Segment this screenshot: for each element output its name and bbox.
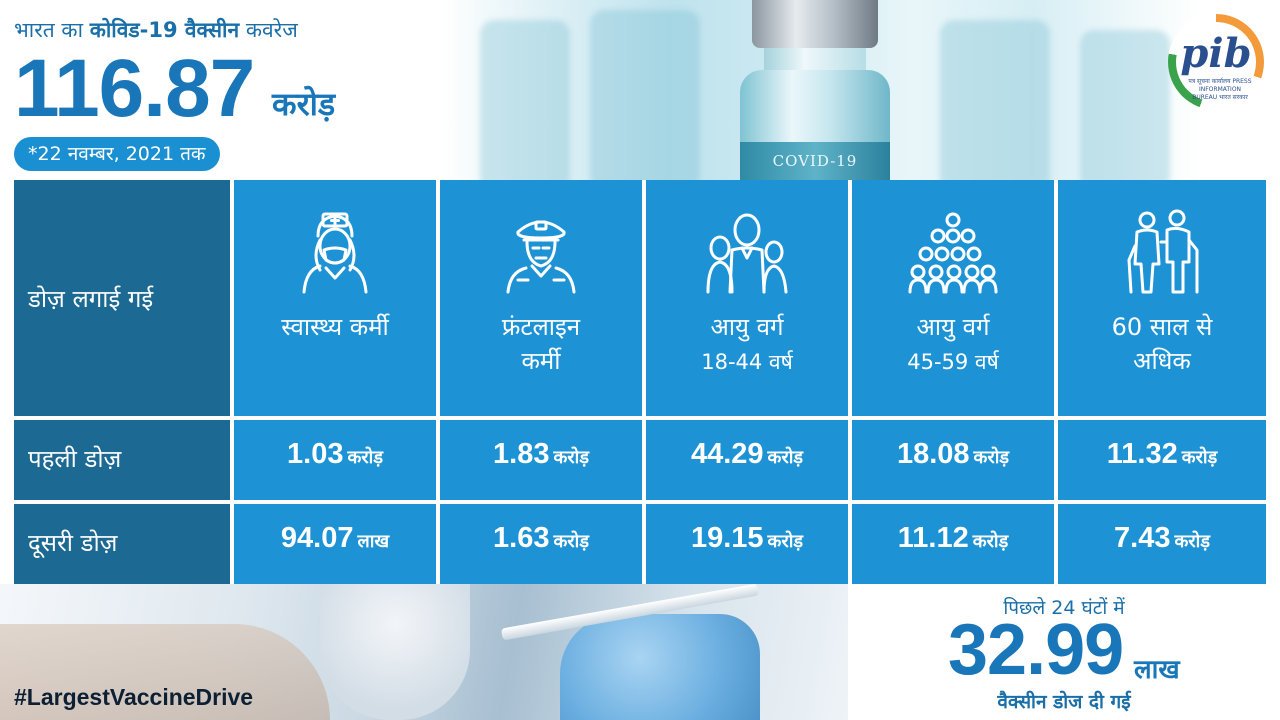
- dose-value: 11.32: [1106, 438, 1178, 470]
- second-dose-label-cell: दूसरी डोज़: [14, 504, 230, 584]
- elderly-couple-icon: [1117, 206, 1207, 296]
- as-of-date-badge: *22 नवम्बर, 2021 तक: [14, 137, 220, 171]
- value-cell: 19.15 करोड़: [646, 504, 848, 584]
- dose-unit: करोड़: [553, 447, 589, 468]
- first-dose-label: पहली डोज़: [28, 445, 122, 473]
- header-label-frontline-line1: फ्रंटलाइन: [501, 313, 581, 341]
- dose-value: 7.43: [1114, 522, 1171, 554]
- dose-unit: करोड़: [553, 531, 589, 552]
- family-icon: [702, 206, 792, 296]
- header-cell-health-workers: स्वास्थ्य कर्मी: [234, 180, 436, 416]
- header-label-age-45-59-line2: 45-59 वर्ष: [907, 350, 999, 374]
- value-cell: 11.12 करोड़: [852, 504, 1054, 584]
- header-label-age-60-plus-line2: अधिक: [1133, 347, 1191, 375]
- nurse-icon: [290, 206, 380, 296]
- dose-value: 94.07: [280, 522, 354, 554]
- value-cell: 1.83 करोड़: [440, 420, 642, 500]
- dose-value: 19.15: [690, 522, 764, 554]
- vial-label: COVID-19: [740, 142, 890, 180]
- header-label-health-workers: स्वास्थ्य कर्मी: [281, 313, 389, 341]
- vaccination-table: डोज़ लगाई गई पहली डोज़ दूसरी डोज़ स्वास्…: [14, 180, 1266, 584]
- last-24-hours-subtitle: वैक्सीन डोज दी गई: [997, 691, 1131, 713]
- dose-value: 1.83: [493, 438, 550, 470]
- header-label-age-18-44-line1: आयु वर्ग: [710, 313, 784, 341]
- first-dose-label-cell: पहली डोज़: [14, 420, 230, 500]
- header-label-age-45-59-line1: आयु वर्ग: [916, 313, 990, 341]
- dose-unit: लाख: [357, 531, 390, 552]
- injection-photo: [0, 584, 848, 720]
- last-24-hours-value: 32.99: [948, 610, 1124, 690]
- hashtag: #LargestVaccineDrive: [14, 684, 254, 710]
- vaccine-vial-photo: COVID-19: [440, 0, 1200, 180]
- dose-unit: करोड़: [1174, 531, 1210, 552]
- dose-value: 44.29: [690, 438, 764, 470]
- header-cell-frontline-workers: फ्रंटलाइन कर्मी: [440, 180, 642, 416]
- total-doses-value: 116.87: [14, 43, 255, 134]
- dose-value: 1.03: [287, 438, 344, 470]
- top-banner: COVID-19 भारत का कोविड-19 वैक्सीन कवरेज …: [0, 0, 1280, 180]
- dose-value: 1.63: [493, 522, 550, 554]
- last-24-hours-unit: लाख: [1134, 655, 1180, 685]
- dose-value: 18.08: [896, 438, 970, 470]
- dose-unit: करोड़: [347, 447, 383, 468]
- dose-unit: करोड़: [973, 447, 1010, 468]
- value-cell: 18.08 करोड़: [852, 420, 1054, 500]
- dose-value: 11.12: [897, 522, 969, 554]
- header-label-age-60-plus-line1: 60 साल से: [1111, 313, 1213, 341]
- last-24-hours-label: पिछले 24 घंटों में: [1003, 597, 1125, 619]
- row-header-cell: डोज़ लगाई गई: [14, 180, 230, 416]
- value-cell: 94.07 लाख: [234, 504, 436, 584]
- vial-icon: COVID-19: [740, 0, 890, 180]
- value-cell: 1.03 करोड़: [234, 420, 436, 500]
- dose-unit: करोड़: [767, 531, 804, 552]
- pib-logo: pib पत्र सूचना कार्यालय PRESS INFORMATIO…: [1168, 14, 1264, 110]
- header-cell-age-60-plus: 60 साल से अधिक: [1058, 180, 1266, 416]
- police-officer-icon: [496, 206, 586, 296]
- value-cell: 44.29 करोड़: [646, 420, 848, 500]
- header-label-age-18-44-line2: 18-44 वर्ष: [701, 350, 793, 374]
- value-cell: 7.43 करोड़: [1058, 504, 1266, 584]
- dose-unit: करोड़: [1181, 447, 1218, 468]
- page-title: भारत का कोविड-19 वैक्सीन कवरेज: [14, 18, 298, 42]
- row-header-label: डोज़ लगाई गई: [28, 285, 154, 313]
- header-label-frontline-line2: कर्मी: [521, 347, 561, 375]
- header-cell-age-45-59: आयु वर्ग 45-59 वर्ष: [852, 180, 1054, 416]
- header-cell-age-18-44: आयु वर्ग 18-44 वर्ष: [646, 180, 848, 416]
- value-cell: 11.32 करोड़: [1058, 420, 1266, 500]
- total-doses-unit: करोड़: [272, 85, 336, 123]
- dose-unit: करोड़: [767, 447, 804, 468]
- value-cell: 1.63 करोड़: [440, 504, 642, 584]
- crowd-icon: [908, 206, 998, 296]
- dose-unit: करोड़: [972, 531, 1009, 552]
- second-dose-label: दूसरी डोज़: [28, 529, 118, 557]
